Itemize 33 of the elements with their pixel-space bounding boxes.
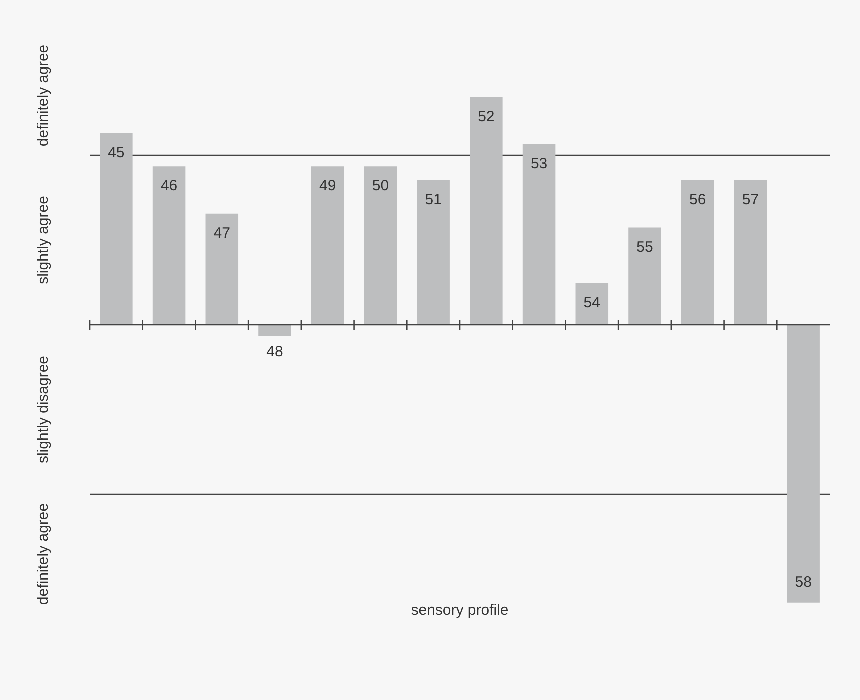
text: definitely agree: [35, 44, 52, 147]
bar: [522, 144, 556, 325]
text: slightly disagree: [35, 356, 52, 464]
bar: [100, 133, 133, 325]
x-tick-label: 48: [266, 343, 284, 360]
x-tick-label: 46: [160, 178, 178, 195]
text: slightly agree: [35, 196, 52, 284]
bar: [787, 325, 820, 603]
x-tick-label: 45: [108, 144, 125, 162]
x-tick-label: 49: [320, 178, 336, 195]
bar: [364, 166, 398, 325]
x-tick-label: 51: [425, 192, 442, 209]
x-tick-label: 58: [795, 574, 812, 592]
bar: [576, 283, 609, 325]
bar: [206, 214, 239, 325]
x-tick-label: 54: [584, 294, 600, 312]
x-tick-label: 47: [214, 224, 230, 242]
x-tick-label: 53: [530, 156, 548, 173]
x-tick-label: 50: [372, 178, 390, 195]
bar: [628, 228, 662, 325]
bar: [311, 166, 344, 325]
x-tick-label: 55: [636, 238, 654, 256]
bar: [258, 325, 292, 336]
x-tick-label: 57: [742, 192, 760, 209]
bar: [470, 97, 503, 325]
bar: [417, 180, 450, 325]
text: definitely agree: [35, 503, 52, 606]
x-tick-label: 56: [690, 192, 706, 209]
x-axis-title: sensory profile: [411, 602, 509, 620]
x-tick-label: 52: [478, 108, 495, 126]
bar: [681, 180, 714, 325]
bar: [734, 180, 768, 325]
bar: [152, 166, 186, 325]
